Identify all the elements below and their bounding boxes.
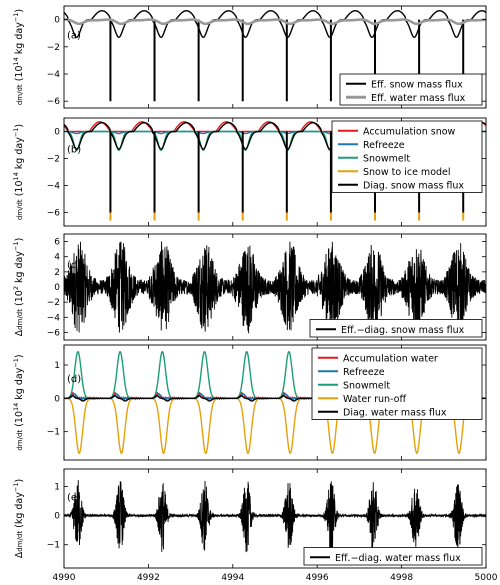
legend-entry: Snow to ice model	[363, 167, 451, 178]
legend-entry: Eff.−diag. water mass flux	[335, 553, 461, 564]
plot-area	[64, 480, 486, 553]
x-tick-label: 4992	[137, 573, 160, 583]
legend-entry: Snowmelt	[363, 153, 410, 164]
x-axis-label: Model year	[244, 583, 306, 585]
y-tick-label: −1	[47, 428, 60, 438]
legend-entry: Accumulation water	[343, 353, 438, 364]
y-tick-label: −2	[47, 298, 60, 308]
y-axis-label: Δdm/dt (102 kg day−1)	[12, 238, 25, 337]
y-tick-label: −6	[47, 209, 61, 219]
axes-frame	[63, 117, 487, 227]
legend-entry: Eff. snow mass flux	[371, 79, 463, 90]
legend: Accumulation snow Refreeze Snowmelt Snow to…	[331, 120, 483, 193]
series-line-0	[64, 241, 486, 334]
legend-box	[309, 319, 483, 338]
panel-b: 0 −2 −4 −6 (b) dm/dt (1014 kg day−1) Accumulat…	[12, 117, 487, 227]
series-line-0	[64, 10, 486, 39]
legend-entry: Eff.−diag. snow mass flux	[341, 325, 465, 336]
panel-label: (b)	[67, 145, 81, 156]
legend: Eff.−diag. water mass flux	[303, 547, 483, 566]
y-tick-label: 6	[54, 238, 60, 248]
panel-label: (d)	[67, 374, 81, 385]
y-tick-label: −4	[47, 182, 61, 192]
svg-text:dm/dt (1014 kg day−1): dm/dt (1014 kg day−1)	[12, 354, 25, 450]
x-tick-label: 4996	[306, 573, 329, 583]
y-tick-label: 0	[54, 394, 60, 404]
panel-c: 6 4 2 0 −2 −4 −6 (c) Δdm/dt (102 kg day−1) Eff.−d…	[12, 233, 487, 341]
svg-text:dm/dt (1014 kg day−1): dm/dt (1014 kg day−1)	[12, 124, 25, 220]
legend: Eff. snow mass flux Eff. water mass flux	[339, 73, 483, 106]
y-tick-label: 1	[54, 361, 60, 371]
legend-entry: Water run-off	[343, 394, 406, 405]
legend-entry: Diag. water mass flux	[343, 407, 447, 418]
svg-text:Δdm/dt (102 kg day−1): Δdm/dt (102 kg day−1)	[12, 238, 25, 337]
x-tick-label: 4994	[221, 573, 244, 583]
y-tick-label: 1	[54, 482, 60, 492]
axes-frame	[63, 344, 487, 461]
legend: Accumulation water Refreeze Snowmelt Water …	[311, 347, 483, 420]
y-tick-label: −1	[47, 541, 60, 551]
y-tick-label: −6	[47, 328, 61, 338]
y-tick-label: −4	[47, 70, 61, 80]
y-axis-label: dm/dt (1014 kg day−1)	[12, 124, 25, 220]
y-axis-label: Δdm/dt (kg day−1)	[12, 479, 25, 558]
panel-label: (c)	[67, 260, 80, 271]
panel-label: (e)	[67, 493, 81, 504]
svg-text:dm/dt (1014 kg day−1): dm/dt (1014 kg day−1)	[12, 9, 25, 105]
legend-entry: Eff. water mass flux	[371, 93, 466, 104]
legend: Eff.−diag. snow mass flux	[309, 319, 483, 338]
svg-text:Δdm/dt (kg day−1): Δdm/dt (kg day−1)	[12, 479, 25, 558]
series-line-0	[64, 480, 486, 553]
panel-a: 0 −2 −4 −6 (a) dm/dt (1014 kg day−1) Eff. snow…	[12, 5, 487, 109]
y-tick-label: 0	[54, 512, 60, 522]
legend-box	[311, 347, 483, 420]
plot-area	[64, 10, 486, 102]
legend-entry: Refreeze	[343, 367, 385, 378]
y-tick-label: −4	[47, 313, 61, 323]
axes-frame	[63, 5, 487, 109]
panel-d: 1 0 −1 (d) dm/dt (1014 kg day−1) Accumulation…	[12, 344, 487, 461]
x-tick-label: 5000	[475, 573, 498, 583]
y-tick-label: −2	[47, 43, 60, 53]
legend-entry: Refreeze	[363, 140, 405, 151]
plot-area	[64, 241, 486, 334]
y-tick-label: −6	[47, 97, 61, 107]
y-tick-label: 0	[54, 128, 60, 138]
y-tick-label: 2	[54, 268, 60, 278]
y-axis-label: dm/dt (1014 kg day−1)	[12, 9, 25, 105]
legend-entry: Diag. snow mass flux	[363, 180, 464, 191]
legend-entry: Snowmelt	[343, 380, 390, 391]
panel-e: 1 0 −1 4990 4992 4994 4996 4998 5000 Model year (e…	[12, 468, 498, 585]
y-tick-label: 4	[54, 253, 60, 263]
x-tick-label: 4990	[53, 573, 76, 583]
y-tick-label: 0	[54, 16, 60, 26]
y-tick-label: −2	[47, 155, 60, 165]
legend-box	[339, 73, 483, 106]
legend-box	[303, 547, 483, 566]
y-tick-label: 0	[54, 283, 60, 293]
x-tick-label: 4998	[390, 573, 413, 583]
series-line-1	[64, 18, 486, 26]
legend-entry: Accumulation snow	[363, 126, 456, 137]
axes-frame	[63, 468, 487, 569]
y-axis-label: dm/dt (1014 kg day−1)	[12, 354, 25, 450]
panel-label: (a)	[67, 31, 81, 42]
